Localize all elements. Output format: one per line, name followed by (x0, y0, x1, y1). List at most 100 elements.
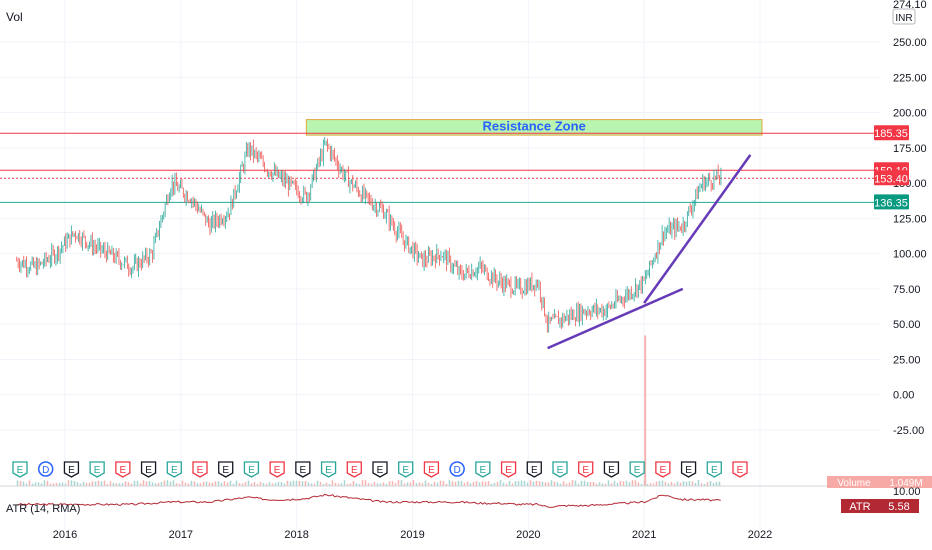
event-marker-label: E (171, 465, 178, 476)
price-axis[interactable]: 274.10 INR 250.00225.00200.00175.00150.0… (874, 0, 927, 437)
volume-bar (307, 482, 310, 486)
atr-badge-value: 5.58 (888, 501, 909, 513)
volume-bar (652, 483, 655, 486)
event-marker-label: E (120, 465, 127, 476)
event-marker-earnings[interactable]: E (475, 461, 491, 478)
event-marker-earnings[interactable]: E (552, 461, 568, 478)
volume-badge-value-box (881, 476, 932, 488)
volume-bar (319, 482, 322, 486)
time-tick-label: 2018 (284, 529, 308, 541)
volume-bar (406, 482, 409, 486)
volume-bar (355, 483, 358, 486)
event-marker-shape (629, 461, 645, 478)
volume-bar (508, 480, 511, 486)
event-marker-earnings[interactable]: E (603, 461, 620, 478)
event-marker-shape (475, 461, 491, 478)
event-marker-earnings[interactable]: E (115, 461, 131, 478)
volume-bar (331, 480, 334, 486)
volume-bar (217, 481, 220, 486)
level-badge-resistance-top (874, 125, 909, 141)
event-marker-dividend[interactable]: D (37, 461, 54, 477)
event-marker-earnings[interactable]: E (526, 461, 542, 478)
event-marker-label: E (248, 465, 255, 476)
event-marker-earnings[interactable]: E (629, 461, 645, 478)
event-marker-earnings[interactable]: E (346, 461, 362, 478)
volume-bar (94, 481, 97, 486)
event-marker-earnings[interactable]: E (295, 461, 311, 478)
volume-bar (586, 482, 589, 486)
event-marker-shape (552, 461, 568, 478)
event-marker-earnings[interactable]: E (218, 461, 234, 478)
event-marker-earnings[interactable]: E (12, 461, 28, 478)
event-marker-earnings[interactable]: E (655, 461, 671, 478)
resistance-zone-box[interactable] (305, 119, 763, 136)
volume-bar (25, 483, 28, 486)
volume-bar (691, 481, 694, 486)
volume-bar (55, 483, 58, 486)
volume-bar (310, 483, 313, 486)
volume-bar (424, 480, 427, 486)
volume-bar (349, 483, 352, 486)
event-marker-dividend[interactable]: D (449, 461, 465, 477)
volume-bar (334, 483, 337, 486)
volume-bar (157, 483, 160, 486)
volume-bar (694, 483, 697, 486)
volume-bar (343, 480, 346, 486)
event-marker-earnings[interactable]: E (578, 461, 594, 478)
currency-box[interactable] (892, 8, 916, 25)
event-marker-earnings[interactable]: E (269, 461, 285, 478)
time-tick-label: 2020 (516, 529, 540, 541)
volume-bar (121, 483, 124, 486)
price-ticks: 250.00225.00200.00175.00150.00125.00100.… (893, 37, 927, 437)
event-marker-shape (63, 461, 80, 478)
event-marker-earnings[interactable]: E (140, 461, 157, 478)
volume-bar (604, 483, 607, 486)
resistance-zone[interactable]: Resistance Zone (305, 119, 763, 136)
event-marker-label: E (557, 465, 564, 476)
trendline-upper[interactable] (643, 154, 752, 304)
time-axis[interactable]: 2016 2017 2018 2019 2020 2021 2022 (53, 529, 772, 541)
event-marker-shape (732, 461, 748, 478)
event-marker-earnings[interactable]: E (372, 461, 388, 478)
volume-bar (625, 480, 628, 486)
volume-bar (127, 482, 130, 486)
event-marker-earnings[interactable]: E (500, 461, 517, 478)
volume-bar (193, 481, 196, 486)
volume-bar (214, 481, 217, 486)
volume-bar (529, 480, 532, 486)
volume-bar (91, 481, 94, 486)
price-tick-label: 125.00 (893, 213, 927, 225)
event-marker-shape (295, 461, 311, 478)
event-marker-shape (269, 461, 285, 478)
event-marker-earnings[interactable]: E (63, 461, 80, 478)
volume-bar (637, 482, 640, 486)
event-marker-earnings[interactable]: E (243, 461, 260, 478)
event-marker-earnings[interactable]: E (166, 461, 182, 478)
event-marker-earnings[interactable]: E (398, 461, 414, 478)
volume-bar (82, 481, 85, 486)
trendline-lower[interactable] (547, 287, 684, 350)
price-axis-top-label: 274.10 (893, 0, 927, 11)
event-marker-earnings[interactable]: E (192, 461, 208, 478)
event-marker-shape (500, 461, 517, 478)
volume-bar (382, 482, 385, 486)
volume-bar (235, 480, 238, 486)
atr-indicator-label[interactable]: ATR (14, RMA) (6, 503, 80, 515)
event-marker-shape (192, 461, 208, 478)
event-marker-earnings[interactable]: E (423, 461, 440, 478)
volume-bar (169, 481, 172, 486)
volume-bar (412, 480, 415, 486)
event-marker-earnings[interactable]: E (320, 461, 337, 478)
price-tick-label: 175.00 (893, 143, 927, 155)
event-marker-earnings[interactable]: E (706, 461, 722, 478)
volume-bar (658, 480, 661, 486)
event-marker-earnings[interactable]: E (732, 461, 748, 478)
event-marker-earnings[interactable]: E (680, 461, 697, 478)
volume-bar (718, 481, 721, 486)
event-marker-earnings[interactable]: E (89, 461, 105, 478)
event-marker-shape (166, 461, 182, 478)
volume-bar (442, 480, 445, 486)
time-tick-label: 2021 (632, 529, 656, 541)
